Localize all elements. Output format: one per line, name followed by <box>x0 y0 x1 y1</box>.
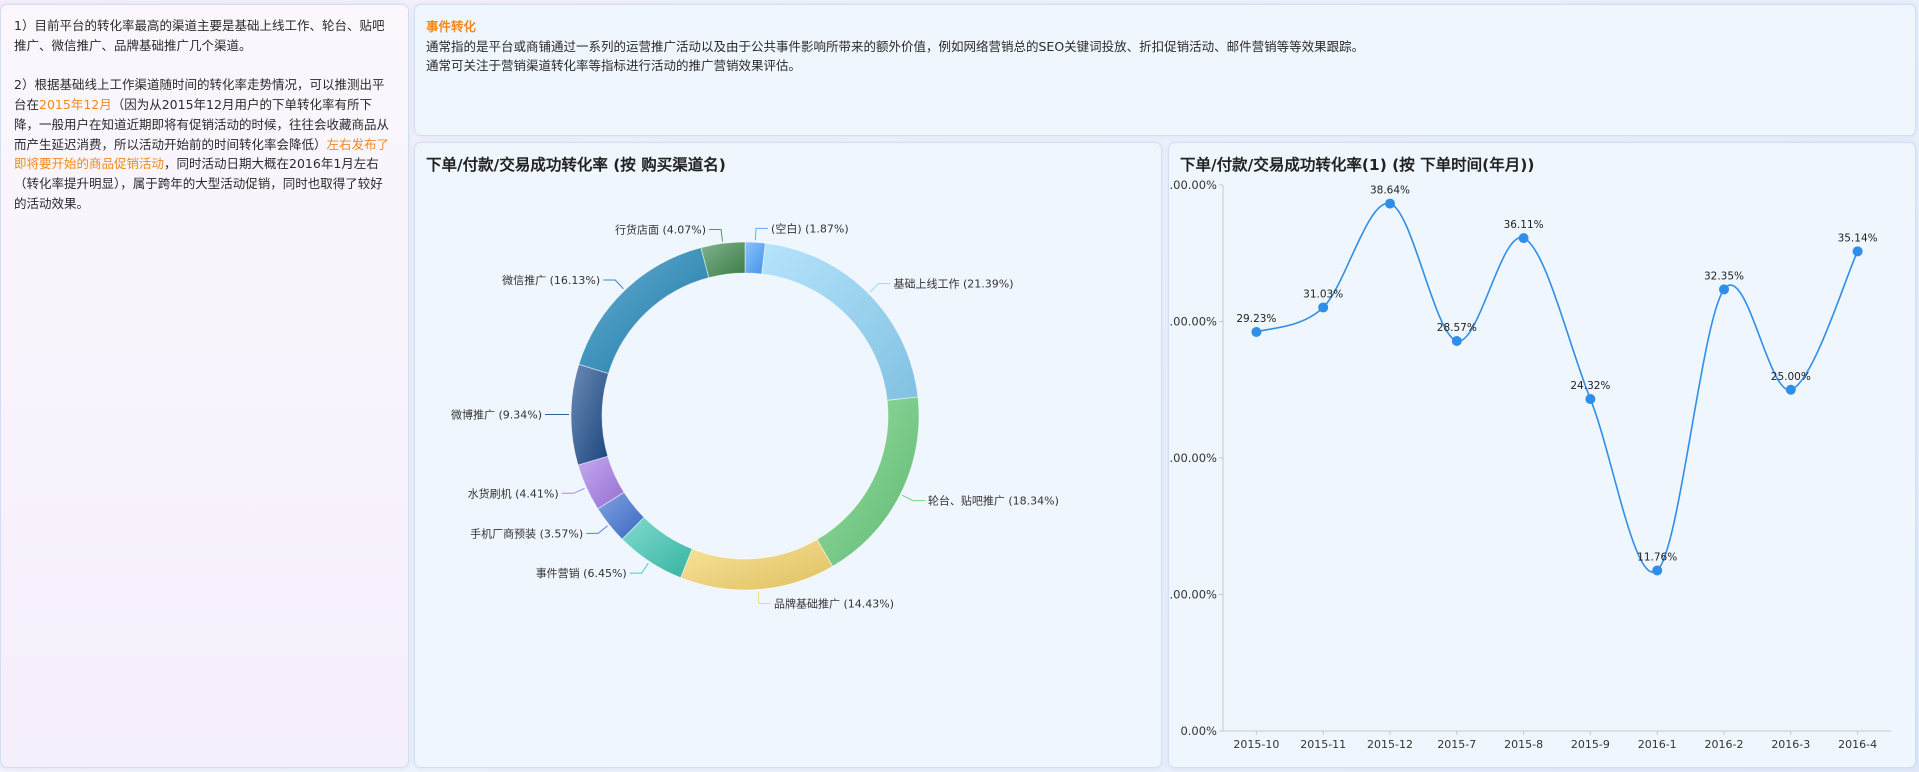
donut-slice-label: 微信推广 (16.13%) <box>502 273 600 287</box>
donut-chart-title: 下单/付款/交易成功转化率 (按 购买渠道名) <box>426 156 726 174</box>
donut-slice-label: 事件营销 (6.45%) <box>536 566 627 580</box>
note-highlight: 左右发布了即将要开始的商品促销活动 <box>14 136 390 172</box>
donut-label-line <box>603 279 624 290</box>
line-point[interactable] <box>1719 284 1729 295</box>
line-point[interactable] <box>1451 336 1462 347</box>
line-point[interactable] <box>1852 246 1863 257</box>
line-chart-title: 下单/付款/交易成功转化率(1) (按 下单时间(年月)) <box>1180 156 1535 174</box>
donut-label-line <box>869 283 891 293</box>
donut-label-line <box>629 562 649 574</box>
donut-chart: (空白) (1.87%) 基础上线工作 (21.39%) 轮台、贴吧推广 (18.3… <box>451 221 1059 610</box>
x-tick-label: 2015-10 <box>1233 738 1279 751</box>
donut-slice[interactable] <box>578 247 710 375</box>
event-title: 事件转化 <box>426 19 477 34</box>
line-point-label: 35.14% <box>1838 232 1878 244</box>
line-point-label: 38.64% <box>1370 185 1410 197</box>
notes-panel: 1）目前平台的转化率最高的渠道主要是基础上线工作、轮台、贴吧推广、微信推广、品牌… <box>0 4 409 768</box>
note-highlight: 2015年12月 <box>39 97 112 113</box>
x-tick-label: 2016-3 <box>1771 738 1810 751</box>
event-panel: 事件转化 通常指的是平台或商铺通过一系列的运营推广活动以及由于公共事件影响所带来… <box>414 4 1916 136</box>
line-point[interactable] <box>1652 565 1663 576</box>
event-description-1: 通常指的是平台或商铺通过一系列的运营推广活动以及由于公共事件影响所带来的额外价值… <box>426 39 1365 54</box>
line-chart: .00.00% .00.00% .00.00% .00.00% 0.00% 2015-10… <box>1169 178 1891 751</box>
donut-slice[interactable] <box>816 396 920 567</box>
donut-slice-label: (空白) (1.87%) <box>771 221 849 235</box>
x-tick-label: 2015-12 <box>1367 738 1413 751</box>
donut-label-line <box>709 229 724 242</box>
donut-slice-label: 微博推广 (9.34%) <box>451 407 542 421</box>
donut-slice-label: 品牌基础推广 (14.43%) <box>774 596 894 610</box>
line-point-label: 24.32% <box>1570 380 1610 392</box>
y-tick-label: 0.00% <box>1180 724 1217 738</box>
line-point-label: 11.76% <box>1637 551 1677 563</box>
line-point[interactable] <box>1585 394 1596 405</box>
note-text: ，同时活动日期大概在2016年1月左右（转化率提升明显），属于跨年的大型活动促销… <box>14 156 383 211</box>
line-point-label: 32.35% <box>1704 270 1744 282</box>
note-paragraph-1: 1）目前平台的转化率最高的渠道主要是基础上线工作、轮台、贴吧推广、微信推广、品牌… <box>14 18 385 53</box>
x-tick-label: 2016-4 <box>1838 738 1877 751</box>
donut-slice[interactable] <box>761 242 919 401</box>
line-point[interactable] <box>1318 302 1329 313</box>
donut-slice[interactable] <box>680 538 834 591</box>
x-tick-label: 2015-11 <box>1300 738 1346 751</box>
note-text: 2）根据基础线上工作渠道随时间的转化率走势情况，可以推测出平台在 <box>14 77 385 113</box>
donut-label-line <box>754 227 769 241</box>
line-point-label: 31.03% <box>1303 288 1343 300</box>
line-series <box>1256 202 1859 573</box>
x-tick-label: 2015-7 <box>1437 738 1476 751</box>
line-point[interactable] <box>1385 198 1395 209</box>
donut-slice-label: 轮台、贴吧推广 (18.34%) <box>928 494 1059 508</box>
x-tick-label: 2016-2 <box>1705 738 1744 751</box>
line-point-label: 29.23% <box>1236 313 1276 325</box>
line-point[interactable] <box>1785 384 1796 395</box>
x-tick-label: 2015-9 <box>1571 738 1610 751</box>
line-point-label: 28.57% <box>1437 322 1477 334</box>
donut-label-line <box>586 525 608 534</box>
y-tick-label: .00.00% <box>1169 451 1217 465</box>
donut-label-line <box>757 591 771 604</box>
y-tick-label: .00.00% <box>1169 588 1217 602</box>
line-point[interactable] <box>1518 233 1529 244</box>
donut-slice-label: 水货刷机 (4.41%) <box>468 486 559 500</box>
note-text: （因为从2015年12月用户的下单转化率有所下降，一般用户在知道近期即将有促销活… <box>14 97 390 152</box>
line-point[interactable] <box>1251 327 1262 338</box>
y-tick-label: .00.00% <box>1169 315 1217 329</box>
line-chart-panel: 下单/付款/交易成功转化率(1) (按 下单时间(年月)) .00.00% .00… <box>1168 142 1916 768</box>
donut-slice[interactable] <box>570 363 609 466</box>
donut-chart-panel: 下单/付款/交易成功转化率 (按 购买渠道名) (空白) (1.87%) 基础上线… <box>414 142 1162 768</box>
x-tick-label: 2016-1 <box>1638 738 1677 751</box>
note-paragraph-2: 2）根据基础线上工作渠道随时间的转化率走势情况，可以推测出平台在2015年12月… <box>1 55 408 213</box>
line-point-label: 36.11% <box>1504 219 1544 231</box>
event-description-2: 通常可关注于营销渠道转化率等指标进行活动的推广营销效果评估。 <box>426 58 802 73</box>
line-point-label: 25.00% <box>1771 371 1811 383</box>
donut-label-line <box>901 494 925 502</box>
donut-slice-label: 行货店面 (4.07%) <box>615 223 706 237</box>
donut-slice-label: 基础上线工作 (21.39%) <box>893 277 1013 291</box>
y-tick-label: .00.00% <box>1169 178 1217 192</box>
donut-slice-label: 手机厂商预装 (3.57%) <box>470 526 583 540</box>
donut-slice[interactable] <box>700 241 746 279</box>
x-tick-label: 2015-8 <box>1504 738 1543 751</box>
donut-label-line <box>561 487 585 494</box>
